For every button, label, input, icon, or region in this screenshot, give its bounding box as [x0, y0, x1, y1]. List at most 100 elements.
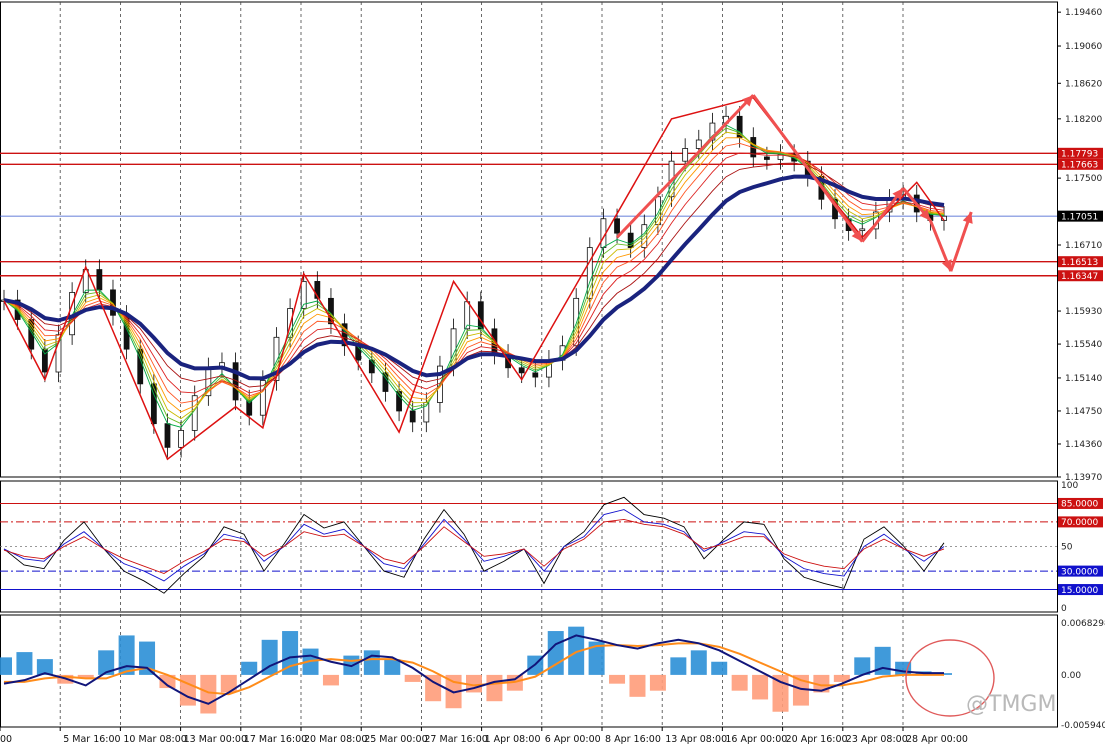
time-tick-label: 25 Mar 00:00: [364, 734, 427, 745]
time-tick-label: 10 Mar 08:00: [123, 734, 186, 745]
macd-hist-bar: [282, 631, 299, 675]
arrow-head: [742, 95, 754, 107]
time-tick-label: 1 Apr 08:00: [485, 734, 541, 745]
rsi-line: [3, 509, 945, 582]
candle: [763, 156, 770, 160]
time-tick-label: 20 Apr 16:00: [786, 734, 848, 745]
price-tick-label: 1.19060: [1065, 42, 1102, 52]
time-tick-label: 27 Mar 16:00: [424, 734, 487, 745]
candle: [641, 224, 648, 248]
time-tick-label: 23 Apr 08:00: [846, 734, 908, 745]
macd-hist-bar: [179, 674, 196, 706]
level-tag-label: 1.17051: [1061, 212, 1098, 222]
rsi-level-label: 85.0000: [1061, 500, 1098, 510]
candle: [409, 410, 416, 423]
candle: [259, 380, 266, 416]
candle: [164, 423, 171, 448]
arrow-head: [941, 259, 952, 272]
time-tick-label: 5 Mar 16:00: [63, 734, 120, 745]
candle: [41, 348, 48, 373]
rsi-tick-label: 100: [1061, 481, 1078, 491]
macd-panel[interactable]: [0, 626, 952, 714]
level-tag-label: 1.16513: [1061, 258, 1098, 268]
rsi-level-tag: [1058, 584, 1103, 596]
macd-hist-bar: [159, 674, 176, 689]
arrow-shaft: [861, 187, 905, 243]
macd-hist-bar: [220, 674, 237, 693]
macd-hist-bar: [629, 674, 646, 697]
macd-hist-bar: [670, 657, 687, 675]
rsi-level-tag: [1058, 497, 1103, 509]
macd-hist-bar: [568, 626, 585, 675]
macd-line: [3, 634, 944, 705]
macd-hist-bar: [404, 674, 421, 682]
thick-ma: [3, 174, 945, 381]
panel-frame: [0, 1, 1058, 478]
candle: [477, 301, 484, 330]
macd-hist-bar: [241, 661, 258, 675]
candle: [627, 232, 634, 248]
candle: [518, 367, 525, 374]
candle: [695, 139, 702, 149]
ribbon-ma: [3, 142, 945, 404]
level-tag-label: 1.17793: [1061, 150, 1098, 160]
candle: [368, 359, 375, 374]
rsi-level-tag: [1058, 565, 1103, 577]
macd-hist-bar: [384, 659, 401, 675]
level-tag: [1058, 256, 1103, 268]
macd-hist-bar: [36, 659, 53, 675]
macd-hist-bar: [98, 650, 115, 675]
level-tag: [1058, 147, 1103, 159]
candle: [355, 345, 362, 361]
macd-hist-bar: [486, 674, 503, 702]
candle: [314, 281, 321, 299]
macd-hist-bar: [261, 639, 278, 675]
price-tick-label: 1.15930: [1065, 307, 1102, 317]
rsi-panel[interactable]: [0, 496, 1057, 594]
ribbon-ma: [3, 131, 945, 420]
arrow-head: [919, 208, 931, 221]
macd-tick-label: 0.00: [1061, 671, 1081, 681]
time-tick-label: 13 Mar 00:00: [184, 734, 247, 745]
price-tick-label: 1.17500: [1065, 174, 1102, 184]
candle: [682, 148, 689, 162]
price-panel[interactable]: [0, 94, 1057, 461]
candle: [300, 281, 307, 309]
macd-hist-bar: [813, 674, 830, 693]
time-tick-label: 00: [0, 734, 12, 745]
candle: [150, 383, 157, 425]
macd-hist-bar: [833, 674, 850, 682]
macd-hist-bar: [731, 674, 748, 691]
macd-hist-bar: [16, 652, 33, 675]
candle: [82, 269, 89, 293]
level-tag: [1058, 210, 1103, 222]
level-tag-label: 1.16347: [1061, 272, 1098, 282]
macd-tick-label: 0.0068298: [1061, 619, 1105, 629]
watermark: @TMGM: [966, 692, 1056, 717]
macd-hist-bar: [322, 674, 339, 686]
macd-hist-bar: [77, 674, 94, 679]
price-tick-label: 1.15140: [1065, 374, 1102, 384]
candle: [573, 297, 580, 347]
macd-hist-bar: [690, 650, 707, 675]
ribbon-ma: [3, 162, 945, 388]
candle: [859, 228, 866, 232]
rsi-level-label: 30.0000: [1061, 567, 1098, 577]
macd-hist-bar: [118, 635, 135, 675]
macd-hist-bar: [363, 650, 380, 675]
candle: [532, 372, 539, 378]
candle: [96, 269, 103, 291]
rsi-line: [3, 518, 945, 575]
price-tick-label: 1.14750: [1065, 407, 1102, 417]
arrow-shaft: [752, 94, 864, 243]
candle: [396, 391, 402, 412]
price-tick-label: 1.18620: [1065, 79, 1102, 89]
price-tick-label: 1.15540: [1065, 340, 1102, 350]
arrow-shaft: [615, 94, 755, 239]
price-tick-label: 1.19460: [1065, 8, 1102, 18]
macd-hist-bar: [752, 674, 769, 700]
macd-tick-label: -0.0059406: [1061, 721, 1105, 731]
candle: [55, 334, 62, 373]
